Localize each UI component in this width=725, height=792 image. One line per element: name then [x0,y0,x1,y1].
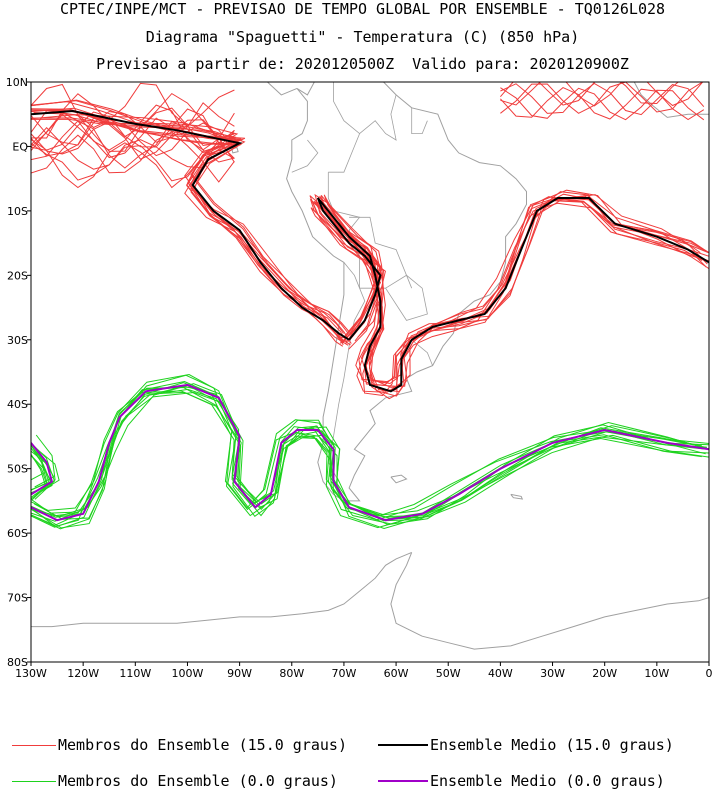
ensemble-members-0-layer [31,373,709,530]
coastline [510,493,524,500]
y-tick-label: 70S [7,592,28,605]
x-tick-label: 50W [436,667,461,680]
legend-item-members-15: Membros do Ensemble (15.0 graus) [12,736,347,754]
country-border [349,216,407,276]
ensemble-member-0-line [31,444,50,501]
ensemble-member-15-line [31,117,235,163]
ensemble-member-15-line [500,87,705,121]
x-tick-label: 10W [644,667,669,680]
ensemble-member-15-line [31,126,235,170]
legend-item-mean-0: Ensemble Medio (0.0 graus) [378,772,665,790]
legend-item-mean-15: Ensemble Medio (15.0 graus) [378,736,674,754]
ensemble-member-0-line [31,391,709,526]
x-tick-label: 20W [592,667,617,680]
y-tick-label: EQ [12,140,28,153]
legend-swatch-mean-15 [378,744,428,746]
y-tick-label: 40S [7,398,28,411]
legend-item-members-0: Membros do Ensemble (0.0 graus) [12,772,338,790]
ensemble-member-15-line [31,120,235,169]
coastline [31,551,412,628]
chart-title-line1: CPTEC/INPE/MCT - PREVISAO DE TEMPO GLOBA… [59,0,666,18]
x-tick-label: 60W [384,667,409,680]
coastline [390,552,709,650]
ensemble-member-15-line [31,101,345,334]
ensemble-member-0-line [31,373,709,517]
ensemble-member-15-line [31,104,235,151]
legend-swatch-members-15 [12,744,56,746]
x-tick-label: 80W [279,667,304,680]
y-axis: 10N EQ 10S 20S 30S 40S 50S 60S 70S 80S [6,76,31,669]
map-frame [30,81,710,663]
coastline [286,82,527,502]
y-tick-label: 60S [7,527,28,540]
y-tick-label: 50S [7,463,28,476]
y-tick-label: 10N [6,76,28,89]
ensemble-member-15-line [31,141,235,182]
coastline [266,82,298,96]
x-tick-label: 40W [488,667,513,680]
ensemble-member-15-line [31,82,235,129]
y-tick-label: 10S [7,205,28,218]
x-tick-label: 130W [15,667,47,680]
ensemble-mean-layer [31,109,709,522]
country-border [411,107,428,134]
legend-label-members-15: Membros do Ensemble (15.0 graus) [58,736,347,754]
coastline [390,474,408,484]
ensemble-member-15-line [500,82,704,114]
chart-title-line3: Previsao a partir de: 2020120500Z Valido… [96,55,629,73]
ensemble-mean-15-line [316,197,709,393]
ensemble-member-15-line [31,113,235,159]
country-border [406,275,413,289]
ensemble-member-15-line [500,82,705,116]
ensemble-member-15-line [323,191,709,397]
x-tick-label: 90W [227,667,252,680]
ensemble-member-15-line [500,82,704,106]
y-tick-label: 20S [7,269,28,282]
ensemble-member-15-line [310,202,703,393]
ensemble-member-15-line [31,107,235,152]
ensemble-member-15-line [31,102,235,146]
legend-label-members-0: Membros do Ensemble (0.0 graus) [58,772,338,790]
country-border [291,139,319,173]
ensemble-members-15-layer [31,82,709,400]
legend-swatch-mean-0 [378,780,428,782]
ensemble-member-0-line [31,434,56,499]
ensemble-mean-0-line [31,383,709,522]
y-tick-label: 80S [7,656,28,669]
x-tick-label: 110W [119,667,151,680]
country-border [385,274,428,321]
country-border [359,94,397,141]
x-axis: 130W 120W 110W 100W 90W 80W 70W 60W 50W 40W 30W 20W… [15,662,713,680]
x-tick-label: 70W [331,667,356,680]
legend-label-mean-0: Ensemble Medio (0.0 graus) [430,772,665,790]
ensemble-member-0-line [32,386,709,528]
ensemble-member-15-line [31,121,235,157]
x-tick-label: 30W [540,667,565,680]
x-tick-label: 100W [172,667,204,680]
ensemble-mean-0-line [31,442,54,496]
chart-title-line2: Diagrama "Spaguetti" - Temperatura (C) (… [145,28,580,46]
x-tick-label: 0 [706,667,713,680]
y-tick-label: 30S [7,334,28,347]
x-tick-label: 120W [67,667,99,680]
ensemble-member-15-line [31,108,348,343]
ensemble-mean-15-line [31,109,350,341]
legend-swatch-members-0 [12,780,56,782]
ensemble-member-15-line [31,92,235,141]
ensemble-member-15-line [31,114,348,339]
ensemble-member-15-line [31,99,350,332]
legend-label-mean-15: Ensemble Medio (15.0 graus) [430,736,674,754]
ensemble-member-15-line [500,87,705,121]
ensemble-member-15-line [500,82,704,107]
